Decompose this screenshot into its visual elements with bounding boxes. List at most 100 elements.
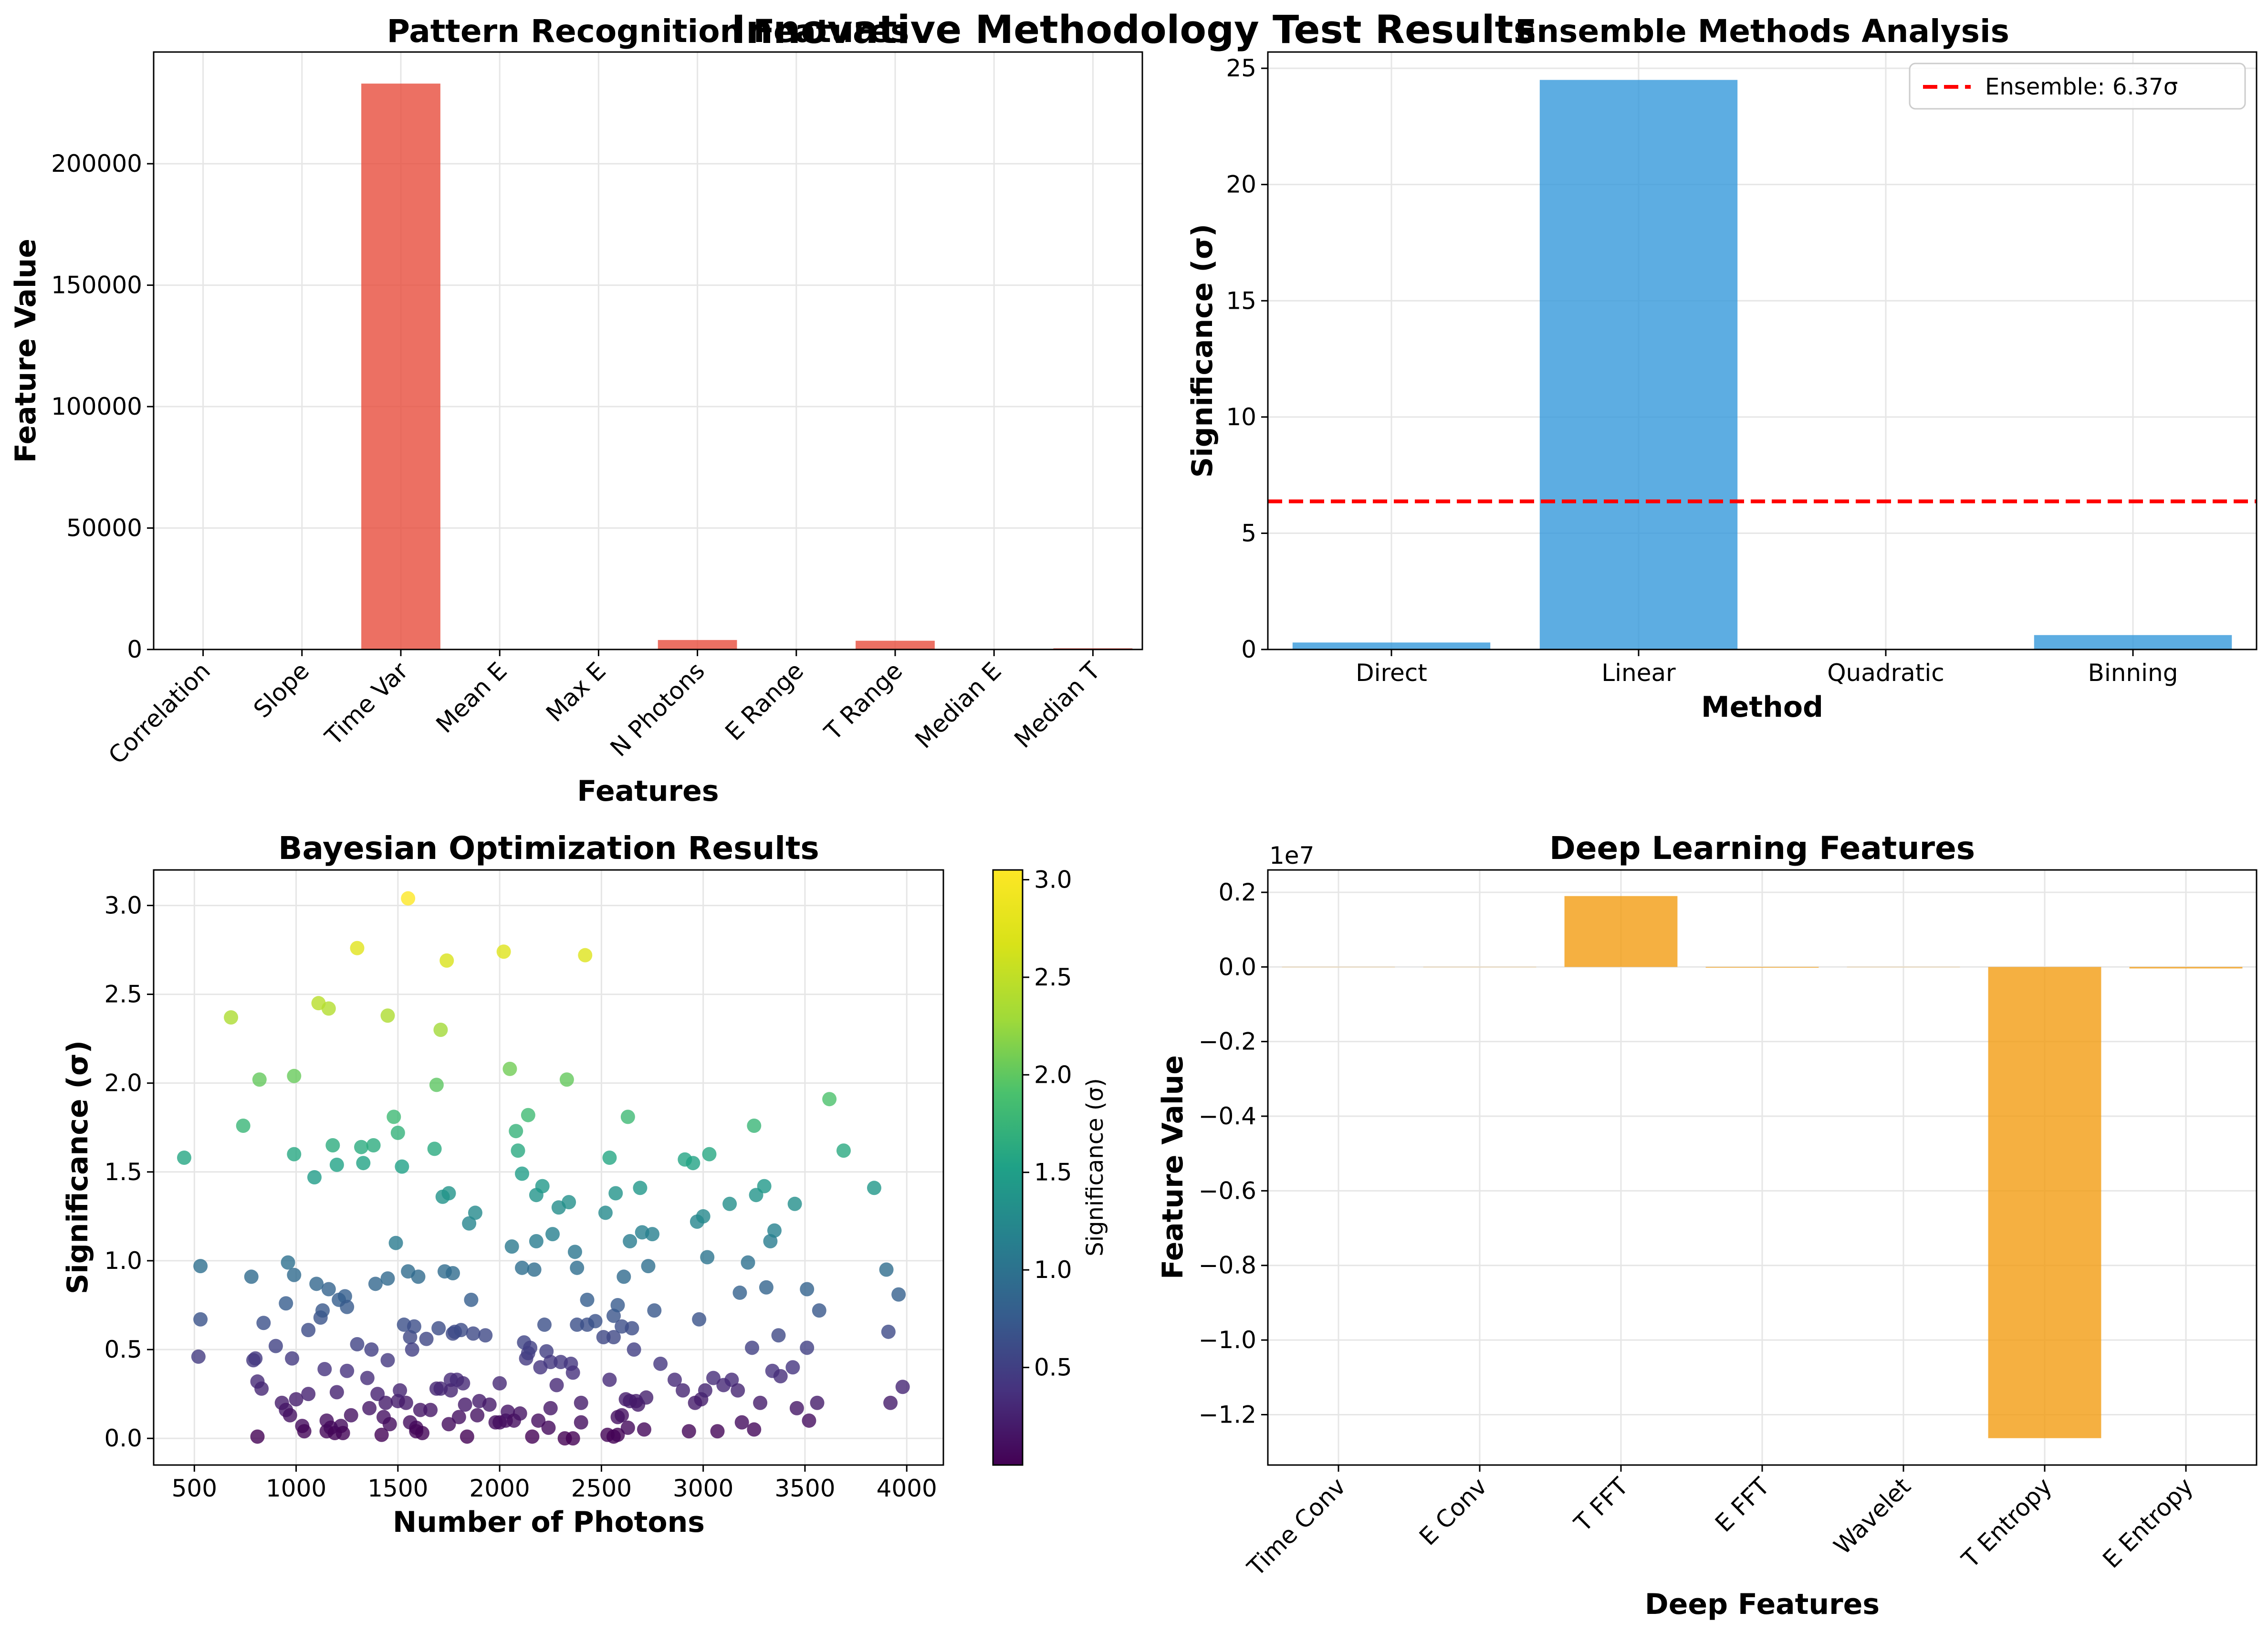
scatter-point [460,1429,474,1444]
scatter-point [541,1420,556,1435]
scatter-point [570,1317,585,1332]
scatter-point [405,1342,419,1357]
scatter-point [287,1068,302,1083]
scatter-point [393,1383,408,1398]
colorbar-ticks: 0.5 1.0 1.5 2.0 2.5 3.0 [1023,866,1072,1382]
scatter-point [446,1266,460,1280]
scatter-point [732,1285,747,1300]
scatter-point [800,1282,815,1297]
scatter-point [623,1234,638,1248]
x-tick-label: Binning [2088,659,2178,687]
x-tick-label: T FFT [1568,1472,1634,1538]
scatter-point [256,1316,271,1330]
scatter-point [608,1186,623,1201]
pattern-panel: 0 50000 100000 150000 200000 Correlation Slop… [9,13,1143,808]
scatter-point [883,1395,898,1410]
pattern-title: Pattern Recognition Features [387,13,909,50]
scatter-point [191,1349,206,1364]
scatter-point [602,1372,617,1387]
figure-title: Innovative Methodology Test Results [731,8,1536,52]
deep-grid [1268,870,2257,1465]
scatter-point [724,1372,739,1387]
scatter-point [521,1108,535,1122]
scatter-point [380,1353,395,1368]
bar-linear [1539,80,1738,650]
scatter-point [639,1390,654,1405]
scatter-point [620,1110,635,1124]
scatter-point [676,1383,690,1398]
colorbar-label: Significance (σ) [1082,1078,1108,1256]
scatter-point [515,1166,530,1181]
scatter-point [509,1124,523,1139]
scatter-point [637,1422,651,1437]
scatter-point [380,1008,395,1023]
scatter-point [747,1119,762,1133]
y-tick-label: 25 [1226,54,1256,82]
bar-direct [1292,642,1491,649]
x-tick-label: T Entropy [1956,1472,2058,1573]
colorbar-tick-label: 1.0 [1034,1256,1072,1284]
scatter-point [464,1292,479,1307]
scatter-point [439,953,454,968]
x-tick-label: T Range [819,657,908,746]
colorbar-tick-label: 1.5 [1034,1159,1072,1186]
y-tick-label: 5 [1241,519,1256,547]
x-tick-label: E Range [720,657,809,746]
deep-y-label: Feature Value [1156,1055,1190,1279]
scatter-point [615,1408,629,1423]
scatter-point [398,1395,413,1410]
y-tick-label: 200000 [51,150,142,178]
scatter-point [502,1061,517,1076]
scatter-point [441,1186,456,1201]
scatter-point [454,1323,469,1338]
scatter-point [441,1417,456,1432]
deep-y-ticks: 0.2 0.0 −0.2 −0.4 −0.6 −0.8 −1.0 −1.2 [1199,879,1268,1428]
scatter-point [647,1303,662,1318]
ensemble-x-ticks: Direct Linear Quadratic Binning [1356,649,2178,687]
y-tick-label: −0.2 [1199,1028,1256,1056]
scatter-point [745,1340,760,1355]
scatter-point [427,1141,442,1156]
pattern-y-label: Feature Value [9,239,42,463]
scatter-point [268,1339,283,1353]
scatter-point [193,1312,208,1327]
scatter-point [350,941,365,955]
x-tick-label: Median T [1009,657,1106,754]
scatter-point [562,1195,576,1210]
legend-label: Ensemble: 6.37σ [1985,73,2178,100]
scatter-point [773,1369,788,1383]
scatter-point [515,1260,530,1275]
scatter-point [525,1429,540,1444]
y-tick-label: 2.0 [104,1069,142,1097]
x-tick-label: Slope [248,657,314,723]
scatter-point [734,1415,749,1430]
scatter-point [321,1001,336,1016]
scatter-point [771,1328,786,1343]
y-tick-label: 0.2 [1218,879,1256,906]
pattern-x-ticks: Correlation Slope Time Var Mean E Max EN Pho… [103,649,1106,769]
scatter-point [380,1271,395,1286]
scatter-point [382,1417,397,1432]
y-tick-label: 15 [1226,287,1256,314]
scatter-point [867,1181,881,1195]
scatter-point [812,1303,826,1318]
scatter-point [329,1157,344,1172]
y-tick-label: −1.0 [1199,1326,1256,1354]
scatter-point [895,1380,910,1394]
y-tick-label: −1.2 [1199,1401,1256,1428]
scatter-point [710,1424,725,1439]
deep-x-label: Deep Features [1645,1588,1880,1621]
scatter-point [767,1223,782,1238]
x-tick-label: 3500 [774,1475,835,1502]
x-tick-label: 3000 [673,1475,733,1502]
scatter-point [789,1401,804,1415]
scatter-point [787,1196,802,1211]
deep-panel: 0.2 0.0 −0.2 −0.4 −0.6 −0.8 −1.0 −1.2 Time Conv… [1156,830,2258,1621]
y-tick-label: −0.6 [1199,1177,1256,1204]
scatter-point [411,1269,426,1284]
scatter-point [287,1267,302,1282]
scatter-point [567,1245,582,1259]
scatter-point [335,1425,350,1440]
scatter-point [252,1072,267,1087]
y-tick-label: 0 [1241,636,1256,663]
